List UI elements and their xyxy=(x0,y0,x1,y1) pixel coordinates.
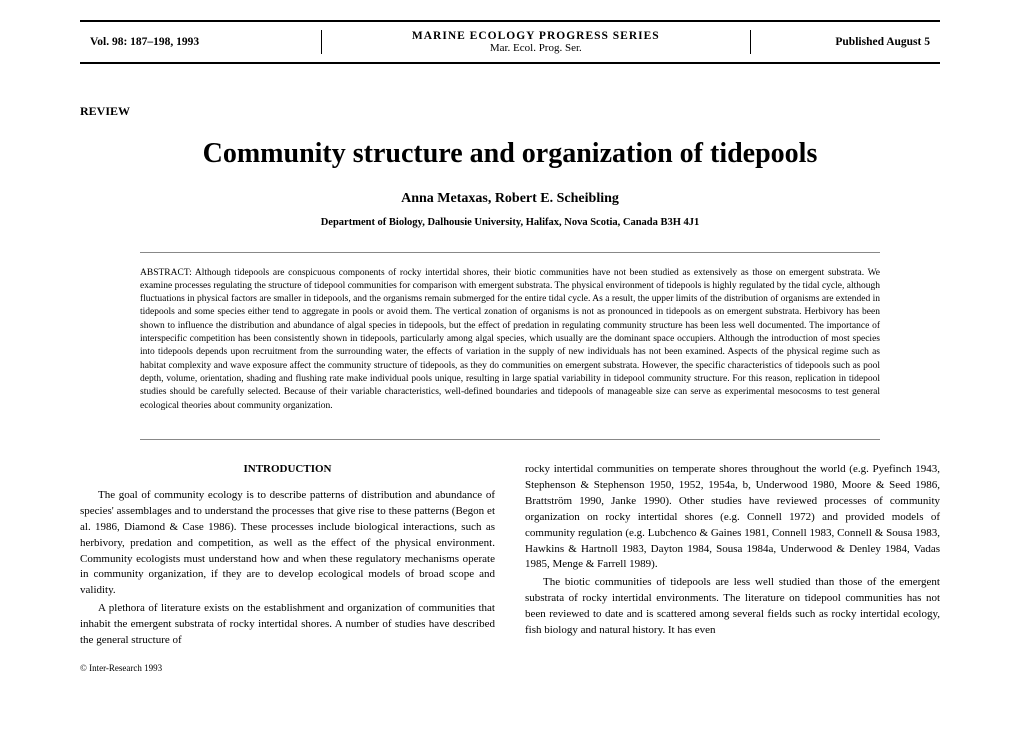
left-column: INTRODUCTION The goal of community ecolo… xyxy=(80,462,495,651)
body-paragraph: rocky intertidal communities on temperat… xyxy=(525,462,940,574)
abstract-text: ABSTRACT: Although tidepools are conspic… xyxy=(140,252,880,413)
body-paragraph: The goal of community ecology is to desc… xyxy=(80,488,495,600)
volume-info: Vol. 98: 187–198, 1993 xyxy=(80,36,321,48)
authors: Anna Metaxas, Robert E. Scheibling xyxy=(80,191,940,207)
copyright-notice: © Inter-Research 1993 xyxy=(80,663,940,673)
paper-title: Community structure and organization of … xyxy=(80,137,940,171)
affiliation: Department of Biology, Dalhousie Univers… xyxy=(80,217,940,228)
series-full: MARINE ECOLOGY PROGRESS SERIES xyxy=(332,30,740,42)
series-block: MARINE ECOLOGY PROGRESS SERIES Mar. Ecol… xyxy=(321,30,751,54)
body-paragraph: A plethora of literature exists on the e… xyxy=(80,601,495,649)
section-heading-introduction: INTRODUCTION xyxy=(80,462,495,478)
abstract-bottom-rule xyxy=(140,439,880,440)
journal-masthead: Vol. 98: 187–198, 1993 MARINE ECOLOGY PR… xyxy=(80,20,940,64)
series-abbr: Mar. Ecol. Prog. Ser. xyxy=(332,42,740,54)
body-paragraph: The biotic communities of tidepools are … xyxy=(525,575,940,639)
publication-date: Published August 5 xyxy=(751,36,940,48)
right-column: rocky intertidal communities on temperat… xyxy=(525,462,940,651)
article-type-label: REVIEW xyxy=(80,104,940,119)
body-region: INTRODUCTION The goal of community ecolo… xyxy=(80,462,940,651)
